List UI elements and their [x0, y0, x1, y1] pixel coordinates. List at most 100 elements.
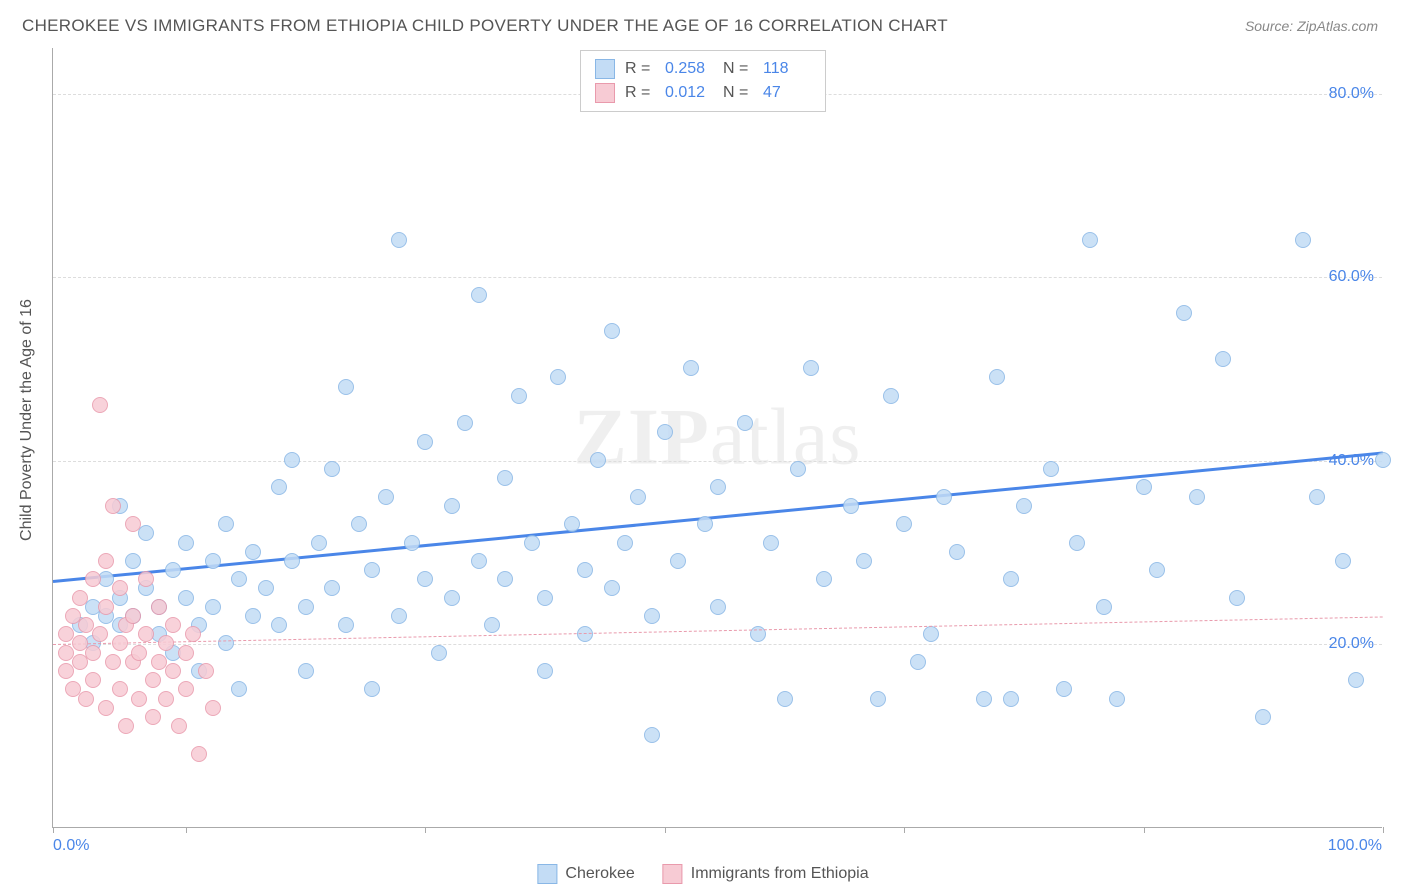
n-label: N =: [723, 60, 753, 78]
data-point: [564, 516, 580, 532]
gridline: [53, 644, 1382, 645]
data-point: [378, 489, 394, 505]
data-point: [1082, 232, 1098, 248]
x-tick: [904, 827, 905, 833]
data-point: [417, 571, 433, 587]
data-point: [338, 379, 354, 395]
data-point: [145, 672, 161, 688]
data-point: [1003, 691, 1019, 707]
data-point: [1176, 305, 1192, 321]
data-point: [976, 691, 992, 707]
r-label: R =: [625, 84, 655, 102]
data-point: [364, 562, 380, 578]
y-tick-label: 60.0%: [1329, 268, 1374, 286]
data-point: [923, 626, 939, 642]
data-point: [165, 562, 181, 578]
legend-correlation-row: R = 0.258 N = 118: [595, 57, 811, 81]
data-point: [1335, 553, 1351, 569]
data-point: [1295, 232, 1311, 248]
data-point: [178, 645, 194, 661]
data-point: [644, 727, 660, 743]
data-point: [78, 691, 94, 707]
data-point: [165, 617, 181, 633]
data-point: [145, 709, 161, 725]
data-point: [550, 369, 566, 385]
data-point: [271, 479, 287, 495]
data-point: [843, 498, 859, 514]
r-value: 0.012: [665, 84, 713, 102]
data-point: [158, 691, 174, 707]
data-point: [98, 700, 114, 716]
data-point: [298, 599, 314, 615]
data-point: [138, 571, 154, 587]
data-point: [258, 580, 274, 596]
data-point: [1003, 571, 1019, 587]
data-point: [803, 360, 819, 376]
data-point: [98, 553, 114, 569]
y-axis-label: Child Poverty Under the Age of 16: [18, 299, 36, 541]
data-point: [1016, 498, 1032, 514]
data-point: [710, 479, 726, 495]
data-point: [112, 635, 128, 651]
watermark-light: atlas: [710, 393, 862, 481]
n-value: 118: [763, 60, 811, 78]
gridline: [53, 461, 1382, 462]
data-point: [85, 672, 101, 688]
data-point: [324, 580, 340, 596]
data-point: [644, 608, 660, 624]
legend-series: CherokeeImmigrants from Ethiopia: [537, 864, 868, 884]
chart-title: CHEROKEE VS IMMIGRANTS FROM ETHIOPIA CHI…: [22, 16, 948, 36]
r-label: R =: [625, 60, 655, 78]
legend-swatch: [595, 59, 615, 79]
legend-correlation-row: R =0.012N =47: [595, 81, 811, 105]
data-point: [178, 681, 194, 697]
data-point: [484, 617, 500, 633]
data-point: [1309, 489, 1325, 505]
data-point: [271, 617, 287, 633]
data-point: [1215, 351, 1231, 367]
data-point: [125, 516, 141, 532]
data-point: [1096, 599, 1112, 615]
data-point: [816, 571, 832, 587]
data-point: [604, 580, 620, 596]
data-point: [1043, 461, 1059, 477]
data-point: [537, 663, 553, 679]
data-point: [171, 718, 187, 734]
legend-series-item: Immigrants from Ethiopia: [663, 864, 869, 884]
data-point: [284, 452, 300, 468]
data-point: [138, 626, 154, 642]
data-point: [989, 369, 1005, 385]
data-point: [131, 691, 147, 707]
x-tick: [53, 827, 54, 833]
data-point: [92, 626, 108, 642]
data-point: [683, 360, 699, 376]
data-point: [936, 489, 952, 505]
data-point: [910, 654, 926, 670]
data-point: [125, 553, 141, 569]
data-point: [165, 663, 181, 679]
r-value: 0.258: [665, 60, 713, 78]
trend-line: [53, 452, 1383, 583]
data-point: [524, 535, 540, 551]
data-point: [391, 608, 407, 624]
data-point: [105, 654, 121, 670]
data-point: [191, 746, 207, 762]
data-point: [604, 323, 620, 339]
data-point: [185, 626, 201, 642]
data-point: [471, 287, 487, 303]
watermark: ZIPatlas: [574, 392, 862, 483]
data-point: [364, 681, 380, 697]
data-point: [118, 718, 134, 734]
data-point: [777, 691, 793, 707]
data-point: [205, 700, 221, 716]
data-point: [92, 397, 108, 413]
data-point: [231, 681, 247, 697]
data-point: [351, 516, 367, 532]
n-value: 47: [763, 84, 811, 102]
data-point: [125, 608, 141, 624]
data-point: [178, 535, 194, 551]
data-point: [577, 562, 593, 578]
data-point: [497, 571, 513, 587]
data-point: [138, 525, 154, 541]
data-point: [178, 590, 194, 606]
